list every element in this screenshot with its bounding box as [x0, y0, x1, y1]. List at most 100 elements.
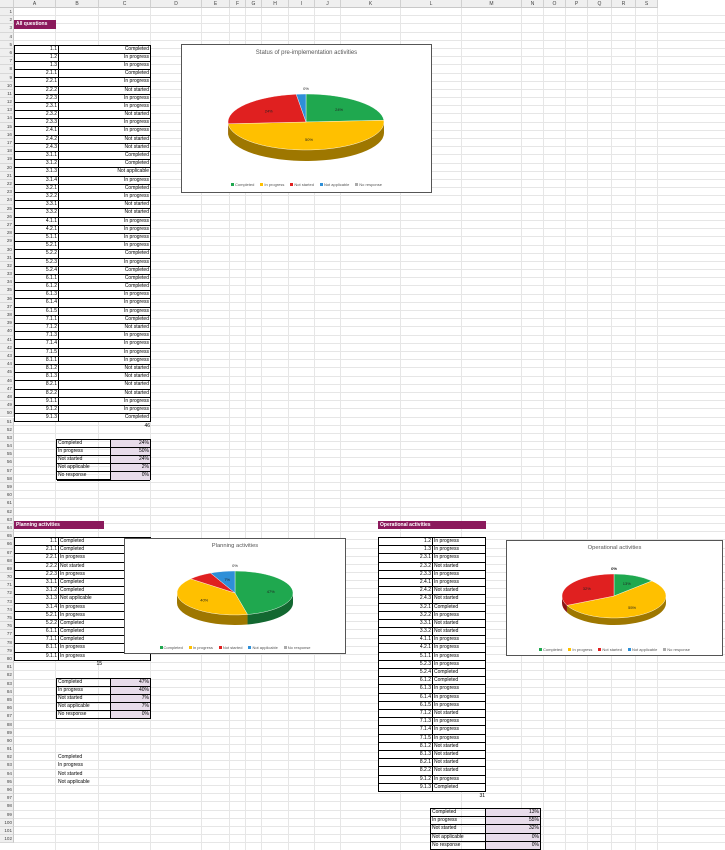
chart-operational[interactable]: Operational activities 13% 55% 32% 0% 0% Com…	[506, 539, 723, 656]
status-cell[interactable]: Not started	[434, 595, 459, 602]
status-cell[interactable]: Completed	[60, 578, 85, 585]
status-label[interactable]: Not applicable	[58, 778, 90, 785]
status-cell[interactable]: In progress	[60, 652, 86, 659]
table-row[interactable]: 6.1.3 In progress	[15, 291, 150, 300]
row-header[interactable]: 98	[0, 802, 14, 811]
question-id[interactable]: 2.2.2	[45, 86, 57, 93]
question-id[interactable]: 2.2.2	[45, 562, 57, 569]
table-row[interactable]: 2.2.1 In progress	[15, 554, 150, 563]
table-row[interactable]: 5.2.3 In progress	[15, 259, 150, 267]
row-header[interactable]: 52	[0, 425, 14, 434]
table-row[interactable]: 7.1.1 Completed	[15, 636, 150, 645]
row-header[interactable]: 91	[0, 745, 14, 754]
question-id[interactable]: 1.2	[50, 53, 57, 60]
summary-row[interactable]: In progress 55%	[431, 817, 540, 826]
planning-activities-header[interactable]: Planning activities	[14, 520, 104, 529]
status-cell[interactable]: In progress	[123, 291, 149, 298]
table-row[interactable]: 9.1.3 Completed	[15, 414, 150, 423]
table-row[interactable]: 6.1.5 In progress	[379, 702, 485, 710]
summary-value[interactable]: 47%	[111, 678, 150, 686]
question-id[interactable]: 3.1.3	[45, 595, 57, 602]
row-header[interactable]: 81	[0, 663, 14, 672]
question-id[interactable]: 8.2.1	[419, 759, 431, 766]
status-cell[interactable]: In progress	[123, 225, 149, 232]
question-id[interactable]: 2.4.1	[419, 578, 431, 585]
pie-slice[interactable]	[176, 578, 248, 615]
table-row[interactable]: 2.4.2 Not started	[379, 587, 485, 596]
legend-item[interactable]: Not started	[218, 645, 242, 650]
row-header[interactable]: 58	[0, 474, 14, 484]
column-header[interactable]: R	[612, 0, 636, 8]
row-header[interactable]: 38	[0, 311, 14, 320]
table-row[interactable]: 6.1.1 Completed	[15, 628, 150, 637]
summary-row[interactable]: Completed 13%	[431, 809, 540, 818]
status-cell[interactable]: Completed	[434, 677, 459, 684]
question-id[interactable]: 5.2.2	[45, 619, 57, 626]
table-row[interactable]: 8.1.3 Not started	[379, 751, 485, 760]
question-id[interactable]: 2.2.1	[45, 554, 57, 561]
table-row[interactable]: 2.4.1 In progress	[15, 127, 150, 136]
question-id[interactable]: 6.1.5	[419, 701, 431, 708]
question-id[interactable]: 5.2.4	[45, 266, 57, 273]
table-row[interactable]: 3.2.1 Completed	[15, 185, 150, 193]
question-id[interactable]: 3.1.1	[45, 578, 57, 585]
row-header[interactable]: 40	[0, 327, 14, 336]
table-row[interactable]: 1.2 In progress	[379, 538, 485, 547]
row-header[interactable]: 77	[0, 630, 14, 639]
row-header[interactable]: 15	[0, 122, 14, 131]
row-header[interactable]: 6	[0, 48, 14, 58]
column-header[interactable]: F	[230, 0, 246, 8]
status-cell[interactable]: In progress	[123, 340, 149, 347]
question-id[interactable]: 5.2.3	[419, 660, 431, 667]
question-id[interactable]: 9.1.3	[419, 783, 431, 790]
legend-item[interactable]: No response	[283, 645, 310, 650]
row-header[interactable]: 29	[0, 237, 14, 246]
status-cell[interactable]: Not started	[124, 373, 149, 380]
summary-label[interactable]: Not started	[57, 455, 111, 464]
pie-slice[interactable]	[234, 570, 294, 615]
legend-item[interactable]: Not applicable	[248, 645, 278, 650]
summary-value[interactable]: 2%	[111, 464, 150, 472]
status-cell[interactable]: Completed	[434, 669, 459, 676]
status-cell[interactable]: In progress	[434, 718, 460, 725]
question-id[interactable]: 7.1.5	[45, 348, 57, 355]
question-id[interactable]: 2.3.1	[45, 102, 57, 109]
question-id[interactable]: 8.1.3	[45, 373, 57, 380]
question-id[interactable]: 7.1.4	[45, 340, 57, 347]
question-id[interactable]: 2.4.2	[419, 587, 431, 594]
question-id[interactable]: 6.1.4	[45, 299, 57, 306]
table-row[interactable]: 8.1.2 Not started	[379, 743, 485, 751]
row-header[interactable]: 71	[0, 581, 14, 590]
operational-activities-summary[interactable]: Completed 13% In progress 55% Not started 32%…	[430, 808, 541, 850]
row-header[interactable]: 53	[0, 433, 14, 443]
row-header[interactable]: 89	[0, 728, 14, 737]
table-row[interactable]: 2.4.3 Not started	[379, 595, 485, 604]
row-header[interactable]: 75	[0, 614, 14, 623]
pie-slice[interactable]	[295, 93, 307, 122]
question-id[interactable]: 3.2.2	[45, 193, 57, 199]
table-row[interactable]: 2.3.1 In progress	[379, 554, 485, 563]
question-id[interactable]: 5.2.2	[45, 250, 57, 257]
question-id[interactable]: 6.1.1	[45, 628, 57, 635]
table-row[interactable]: 1.2 In progress	[15, 54, 150, 62]
table-row[interactable]: 5.2.1 In progress	[15, 612, 150, 620]
status-cell[interactable]: Completed	[60, 619, 85, 626]
question-id[interactable]: 2.2.1	[45, 78, 57, 85]
row-header[interactable]: 60	[0, 491, 14, 500]
table-row[interactable]: 2.2.3 In progress	[15, 571, 150, 579]
row-header[interactable]: 26	[0, 212, 14, 221]
question-id[interactable]: 2.3.3	[419, 570, 431, 577]
status-cell[interactable]: In progress	[434, 611, 460, 618]
table-row[interactable]: 3.2.2 In progress	[379, 612, 485, 620]
table-row[interactable]: 5.2.4 Completed	[379, 669, 485, 678]
row-header[interactable]: 22	[0, 179, 14, 189]
row-header[interactable]: 54	[0, 442, 14, 451]
status-cell[interactable]: In progress	[60, 603, 86, 610]
table-row[interactable]: 6.1.4 In progress	[379, 694, 485, 702]
row-header[interactable]: 8	[0, 65, 14, 74]
table-row[interactable]: 8.1.1 In progress	[15, 357, 150, 365]
table-row[interactable]: 7.1.2 Not started	[379, 710, 485, 719]
row-header[interactable]: 18	[0, 147, 14, 156]
table-row[interactable]: 8.2.2 Not started	[379, 767, 485, 776]
status-cell[interactable]: Completed	[60, 538, 85, 544]
